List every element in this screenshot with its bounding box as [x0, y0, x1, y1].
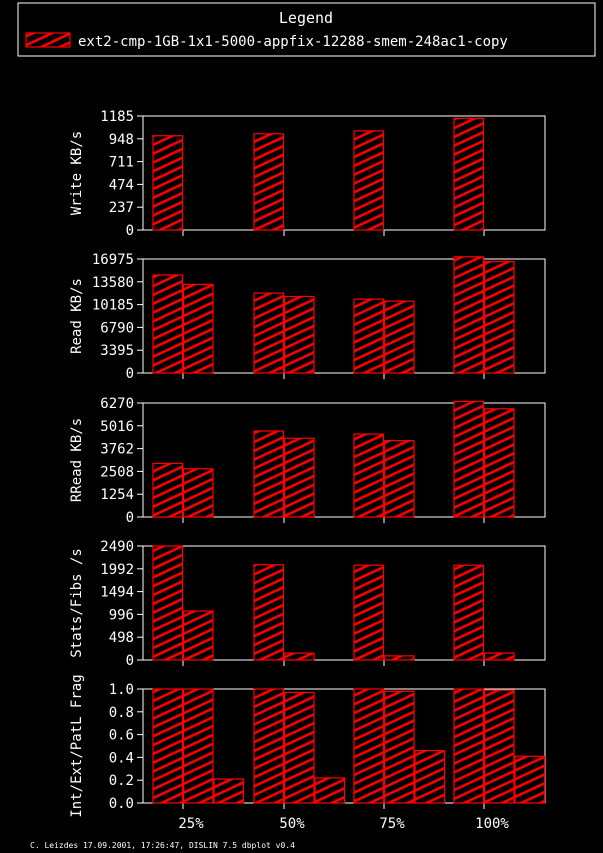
bar — [383, 690, 415, 804]
legend-box — [17, 2, 596, 57]
plot-frame — [142, 402, 546, 518]
plot-frame — [142, 258, 546, 374]
y-tick-label: 3395 — [100, 343, 134, 359]
bar — [353, 298, 385, 374]
panel-1: 0 237 474 711 948 1185 Write KB/s — [69, 109, 546, 239]
panel-4: 0 498 996 1494 1992 2490 Stats/Fibs /s — [69, 539, 546, 669]
bar — [414, 749, 446, 804]
bar — [353, 564, 385, 661]
y-tick-label: 6270 — [100, 396, 134, 412]
bar — [453, 117, 485, 231]
y-tick-label: 16975 — [92, 252, 134, 268]
y-tick-label: 10185 — [92, 298, 134, 314]
y-axis-label: RRead KB/s — [69, 418, 85, 502]
y-axis-label: Stats/Fibs /s — [69, 548, 85, 658]
bar — [283, 437, 315, 518]
y-tick-label: 0.2 — [109, 773, 134, 789]
bar — [353, 688, 385, 804]
bar — [453, 688, 485, 804]
bar — [314, 777, 346, 804]
y-tick-label: 1185 — [100, 109, 134, 125]
y-tick-label: 0 — [126, 366, 134, 382]
bar — [182, 688, 214, 804]
bar — [182, 468, 214, 518]
bar — [182, 283, 214, 374]
y-tick-label: 0.4 — [109, 750, 134, 766]
y-axis-label: Write KB/s — [69, 131, 85, 215]
bar — [152, 274, 184, 374]
bar — [353, 130, 385, 231]
bar — [283, 652, 315, 661]
bar — [253, 133, 285, 231]
bar — [152, 462, 184, 518]
bar — [383, 440, 415, 518]
y-tick-label: 0 — [126, 653, 134, 669]
bar — [453, 400, 485, 518]
y-tick-label: 996 — [109, 607, 134, 623]
x-tick-label: 75% — [379, 816, 405, 832]
legend-swatch — [25, 32, 71, 48]
panel-3: 0 1254 2508 3762 5016 6270 RRead KB/s — [69, 396, 546, 526]
footer-credit: C. Leizdes 17.09.2001, 17:26:47, DISLIN … — [30, 841, 295, 850]
y-tick-label: 0.0 — [109, 796, 134, 812]
bar — [253, 430, 285, 518]
bar — [213, 778, 245, 804]
y-tick-label: 13580 — [92, 275, 134, 291]
bar — [152, 135, 184, 231]
y-tick-label: 5016 — [100, 419, 134, 435]
bar — [283, 295, 315, 374]
legend-entry: ext2-cmp-1GB-1x1-5000-appfix-12288-smem-… — [78, 34, 508, 50]
x-tick-label: 100% — [475, 816, 509, 832]
y-tick-label: 1254 — [100, 487, 134, 503]
bar — [483, 689, 515, 804]
bar — [283, 691, 315, 804]
y-axis-label: Read KB/s — [69, 278, 85, 354]
legend: Legend ext2-cmp-1GB-1x1-5000-appfix-1228… — [17, 2, 596, 57]
bar — [182, 610, 214, 661]
bar — [253, 564, 285, 661]
panel-5: 0.0 0.2 0.4 0.6 0.8 1.0 Int/Ext/PatL Frag — [69, 674, 546, 818]
chart-panels: 0 237 474 711 948 1185 Write KB/s 0 3395 6790 1018… — [69, 109, 546, 818]
x-tick-labels: 25% 50% 75% 100% — [178, 816, 509, 832]
plot-frame — [142, 545, 546, 661]
y-tick-label: 0 — [126, 510, 134, 526]
y-tick-label: 3762 — [100, 442, 134, 458]
legend-title: Legend — [279, 9, 333, 27]
y-tick-label: 2490 — [100, 539, 134, 555]
bar — [453, 256, 485, 374]
bar — [383, 300, 415, 374]
bar — [483, 408, 515, 518]
y-tick-label: 2508 — [100, 464, 134, 480]
plot-frame — [142, 115, 546, 231]
bar — [383, 655, 415, 661]
y-tick-label: 948 — [109, 132, 134, 148]
x-tick-label: 50% — [279, 816, 305, 832]
y-tick-label: 474 — [109, 177, 134, 193]
bar — [152, 545, 184, 661]
bar — [253, 688, 285, 804]
y-tick-label: 0.8 — [109, 705, 134, 721]
bar — [353, 433, 385, 518]
y-tick-label: 237 — [109, 200, 134, 216]
y-tick-label: 0 — [126, 223, 134, 239]
x-tick-label: 25% — [178, 816, 204, 832]
panel-2: 0 3395 6790 10185 13580 16975 Read KB/s — [69, 252, 546, 382]
y-tick-label: 711 — [109, 155, 134, 171]
bar — [483, 652, 515, 661]
y-tick-label: 1.0 — [109, 682, 134, 698]
y-tick-label: 1992 — [100, 562, 134, 578]
bar — [152, 688, 184, 804]
bar — [253, 292, 285, 374]
bar — [453, 564, 485, 661]
bar — [514, 755, 546, 804]
y-tick-label: 0.6 — [109, 728, 134, 744]
y-tick-label: 1494 — [100, 585, 134, 601]
y-tick-label: 6790 — [100, 320, 134, 336]
y-axis-label: Int/Ext/PatL Frag — [69, 674, 85, 817]
bar — [483, 260, 515, 374]
y-tick-label: 498 — [109, 630, 134, 646]
